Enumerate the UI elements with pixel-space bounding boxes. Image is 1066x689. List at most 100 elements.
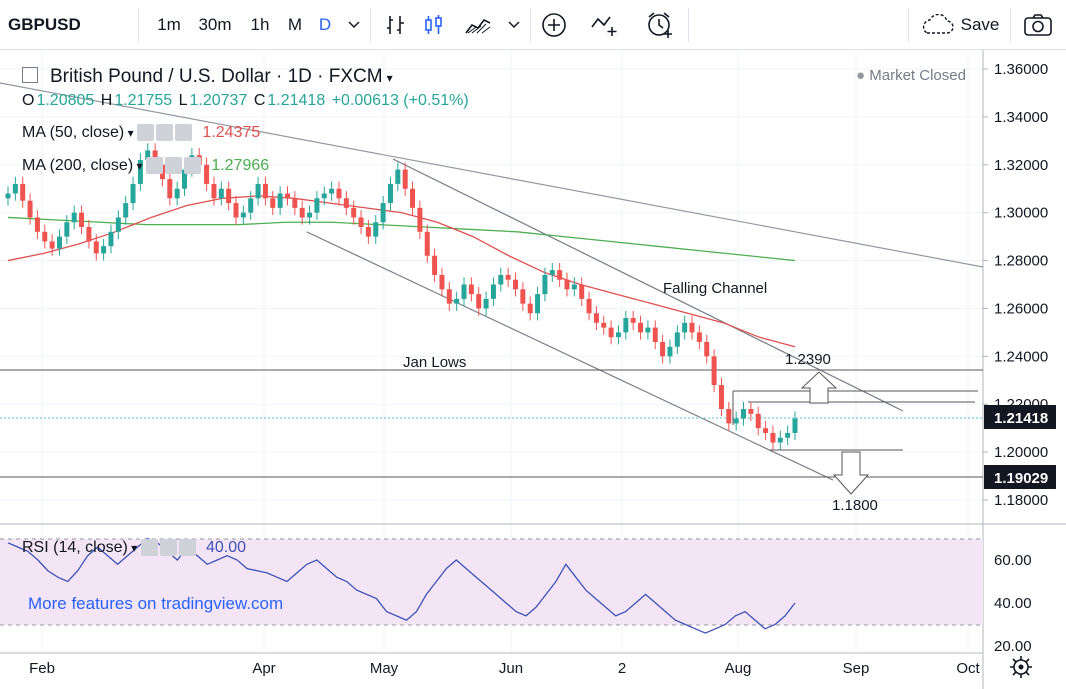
candle-body xyxy=(490,284,496,299)
price-axis[interactable]: 1.36000 1.34000 1.32000 1.30000 1.28000 1.260… xyxy=(983,61,1048,509)
collapse-icon[interactable] xyxy=(22,66,38,83)
candle-body xyxy=(174,188,180,199)
chart-type-dropdown-icon[interactable] xyxy=(502,0,526,50)
candles-chart-icon[interactable] xyxy=(418,0,450,50)
interval-1h[interactable]: 1h xyxy=(250,15,270,34)
rsi-legend[interactable]: RSI (14, close) ▾ 40.00 xyxy=(22,539,246,557)
level-badge-text: 1.19029 xyxy=(994,470,1048,487)
candle-body xyxy=(571,284,577,290)
long-trendline[interactable] xyxy=(0,82,984,268)
ma50-line xyxy=(7,195,796,348)
add-indicator-icon[interactable] xyxy=(536,0,572,50)
settings-gear-icon[interactable] xyxy=(1010,656,1032,678)
save-button[interactable]: Save xyxy=(914,0,1004,50)
candle-body xyxy=(182,169,188,189)
candle-body xyxy=(56,236,62,249)
market-status: ● Market Closed xyxy=(856,67,966,84)
range-box-lines[interactable] xyxy=(732,390,978,451)
ma200-line xyxy=(7,216,796,262)
candle-body xyxy=(79,212,85,228)
chevron-down-icon[interactable]: ▾ xyxy=(386,71,393,85)
close-icon[interactable] xyxy=(183,157,201,175)
bar-chart-icon[interactable] xyxy=(380,0,412,50)
tradingview-watermark-link[interactable]: More features on tradingview.com xyxy=(28,594,284,613)
interval-d[interactable]: D xyxy=(318,15,332,34)
candle-body xyxy=(741,409,747,419)
candle-body xyxy=(314,198,320,213)
chevron-down-icon[interactable]: ▾ xyxy=(127,541,141,555)
candle-body xyxy=(483,298,489,309)
candle-body xyxy=(623,318,629,333)
jan-lows-label: Jan Lows xyxy=(403,354,466,371)
toolbar-divider xyxy=(138,8,139,42)
gear-icon[interactable] xyxy=(155,124,173,142)
alert-icon[interactable] xyxy=(638,0,682,50)
rsi-axis[interactable]: 60.00 40.00 20.00 xyxy=(994,552,1032,655)
candle-body xyxy=(586,298,592,314)
price-chart[interactable]: Falling Channel Jan Lows 1.2390 1.1800 1… xyxy=(0,50,1066,689)
chart-title[interactable]: British Pound / U.S. Dollar · 1D · FXCM ▾ xyxy=(22,66,393,88)
low-value: 1.20737 xyxy=(189,92,248,109)
close-icon[interactable] xyxy=(174,124,192,142)
chevron-down-icon[interactable]: ▾ xyxy=(133,159,146,173)
arrow-down-icon[interactable] xyxy=(832,451,870,495)
gear-icon[interactable] xyxy=(159,539,177,557)
open-value: 1.20805 xyxy=(36,92,95,109)
channel-lower-line[interactable] xyxy=(306,231,834,481)
candle-body xyxy=(402,169,408,189)
candle-body xyxy=(424,231,430,256)
candle-body xyxy=(535,294,541,314)
time-tick-label: 2 xyxy=(618,660,626,677)
candle-body xyxy=(667,346,673,357)
eye-icon[interactable] xyxy=(140,539,158,557)
ma50-legend[interactable]: MA (50, close) ▾ 1.24375 xyxy=(22,124,260,142)
candle-body xyxy=(417,207,423,232)
interval-30m[interactable]: 30m xyxy=(198,15,232,34)
close-icon[interactable] xyxy=(178,539,196,557)
eye-icon[interactable] xyxy=(136,124,154,142)
rsi-tick-label: 60.00 xyxy=(994,552,1032,569)
candle-body xyxy=(307,212,313,218)
candle-body xyxy=(792,418,798,433)
camera-icon[interactable] xyxy=(1016,0,1060,50)
candle-body xyxy=(711,356,717,386)
target-up-label: 1.2390 xyxy=(785,351,831,368)
candle-body xyxy=(329,188,335,194)
rsi-value: 40.00 xyxy=(205,539,247,556)
candle-body xyxy=(130,183,136,204)
symbol-search[interactable]: GBPUSD xyxy=(8,15,81,34)
gear-icon[interactable] xyxy=(164,157,182,175)
compare-icon[interactable] xyxy=(584,0,628,50)
rsi-tick-label: 20.00 xyxy=(994,638,1032,655)
candle-body xyxy=(336,188,342,199)
candle-body xyxy=(557,270,563,280)
chevron-down-icon[interactable]: ▾ xyxy=(124,126,137,140)
area-chart-icon[interactable] xyxy=(458,0,498,50)
ma200-legend[interactable]: MA (200, close) ▾ 1.27966 xyxy=(22,157,269,175)
eye-icon[interactable] xyxy=(145,157,163,175)
ma50-label: MA (50, close) xyxy=(22,124,125,141)
chart-title-text: British Pound / U.S. Dollar · 1D · FXCM xyxy=(50,66,383,87)
channel-upper-line[interactable] xyxy=(392,158,904,412)
candle-body xyxy=(718,385,724,410)
interval-dropdown-icon[interactable] xyxy=(342,0,366,50)
arrow-up-icon[interactable] xyxy=(800,371,838,404)
price-tick-label: 1.34000 xyxy=(994,109,1048,126)
toolbar-divider xyxy=(370,8,371,42)
candle-body xyxy=(226,188,232,204)
time-axis[interactable]: Feb Apr May Jun 2 Aug Sep Oct xyxy=(29,660,980,677)
candle-body xyxy=(248,198,254,213)
time-tick-label: Feb xyxy=(29,660,55,677)
candle-body xyxy=(123,203,129,218)
ma200-value: 1.27966 xyxy=(211,157,270,174)
interval-1m[interactable]: 1m xyxy=(157,15,181,34)
candle-body xyxy=(520,289,526,304)
falling-channel-label: Falling Channel xyxy=(663,280,767,297)
candle-body xyxy=(696,332,702,342)
toolbar-divider xyxy=(688,8,689,42)
candle-body xyxy=(167,179,173,199)
candle-body xyxy=(601,322,607,328)
candle-body xyxy=(755,413,761,429)
top-toolbar: GBPUSD 1m 30m 1h M D Save xyxy=(0,0,1066,50)
interval-m[interactable]: M xyxy=(287,15,303,34)
